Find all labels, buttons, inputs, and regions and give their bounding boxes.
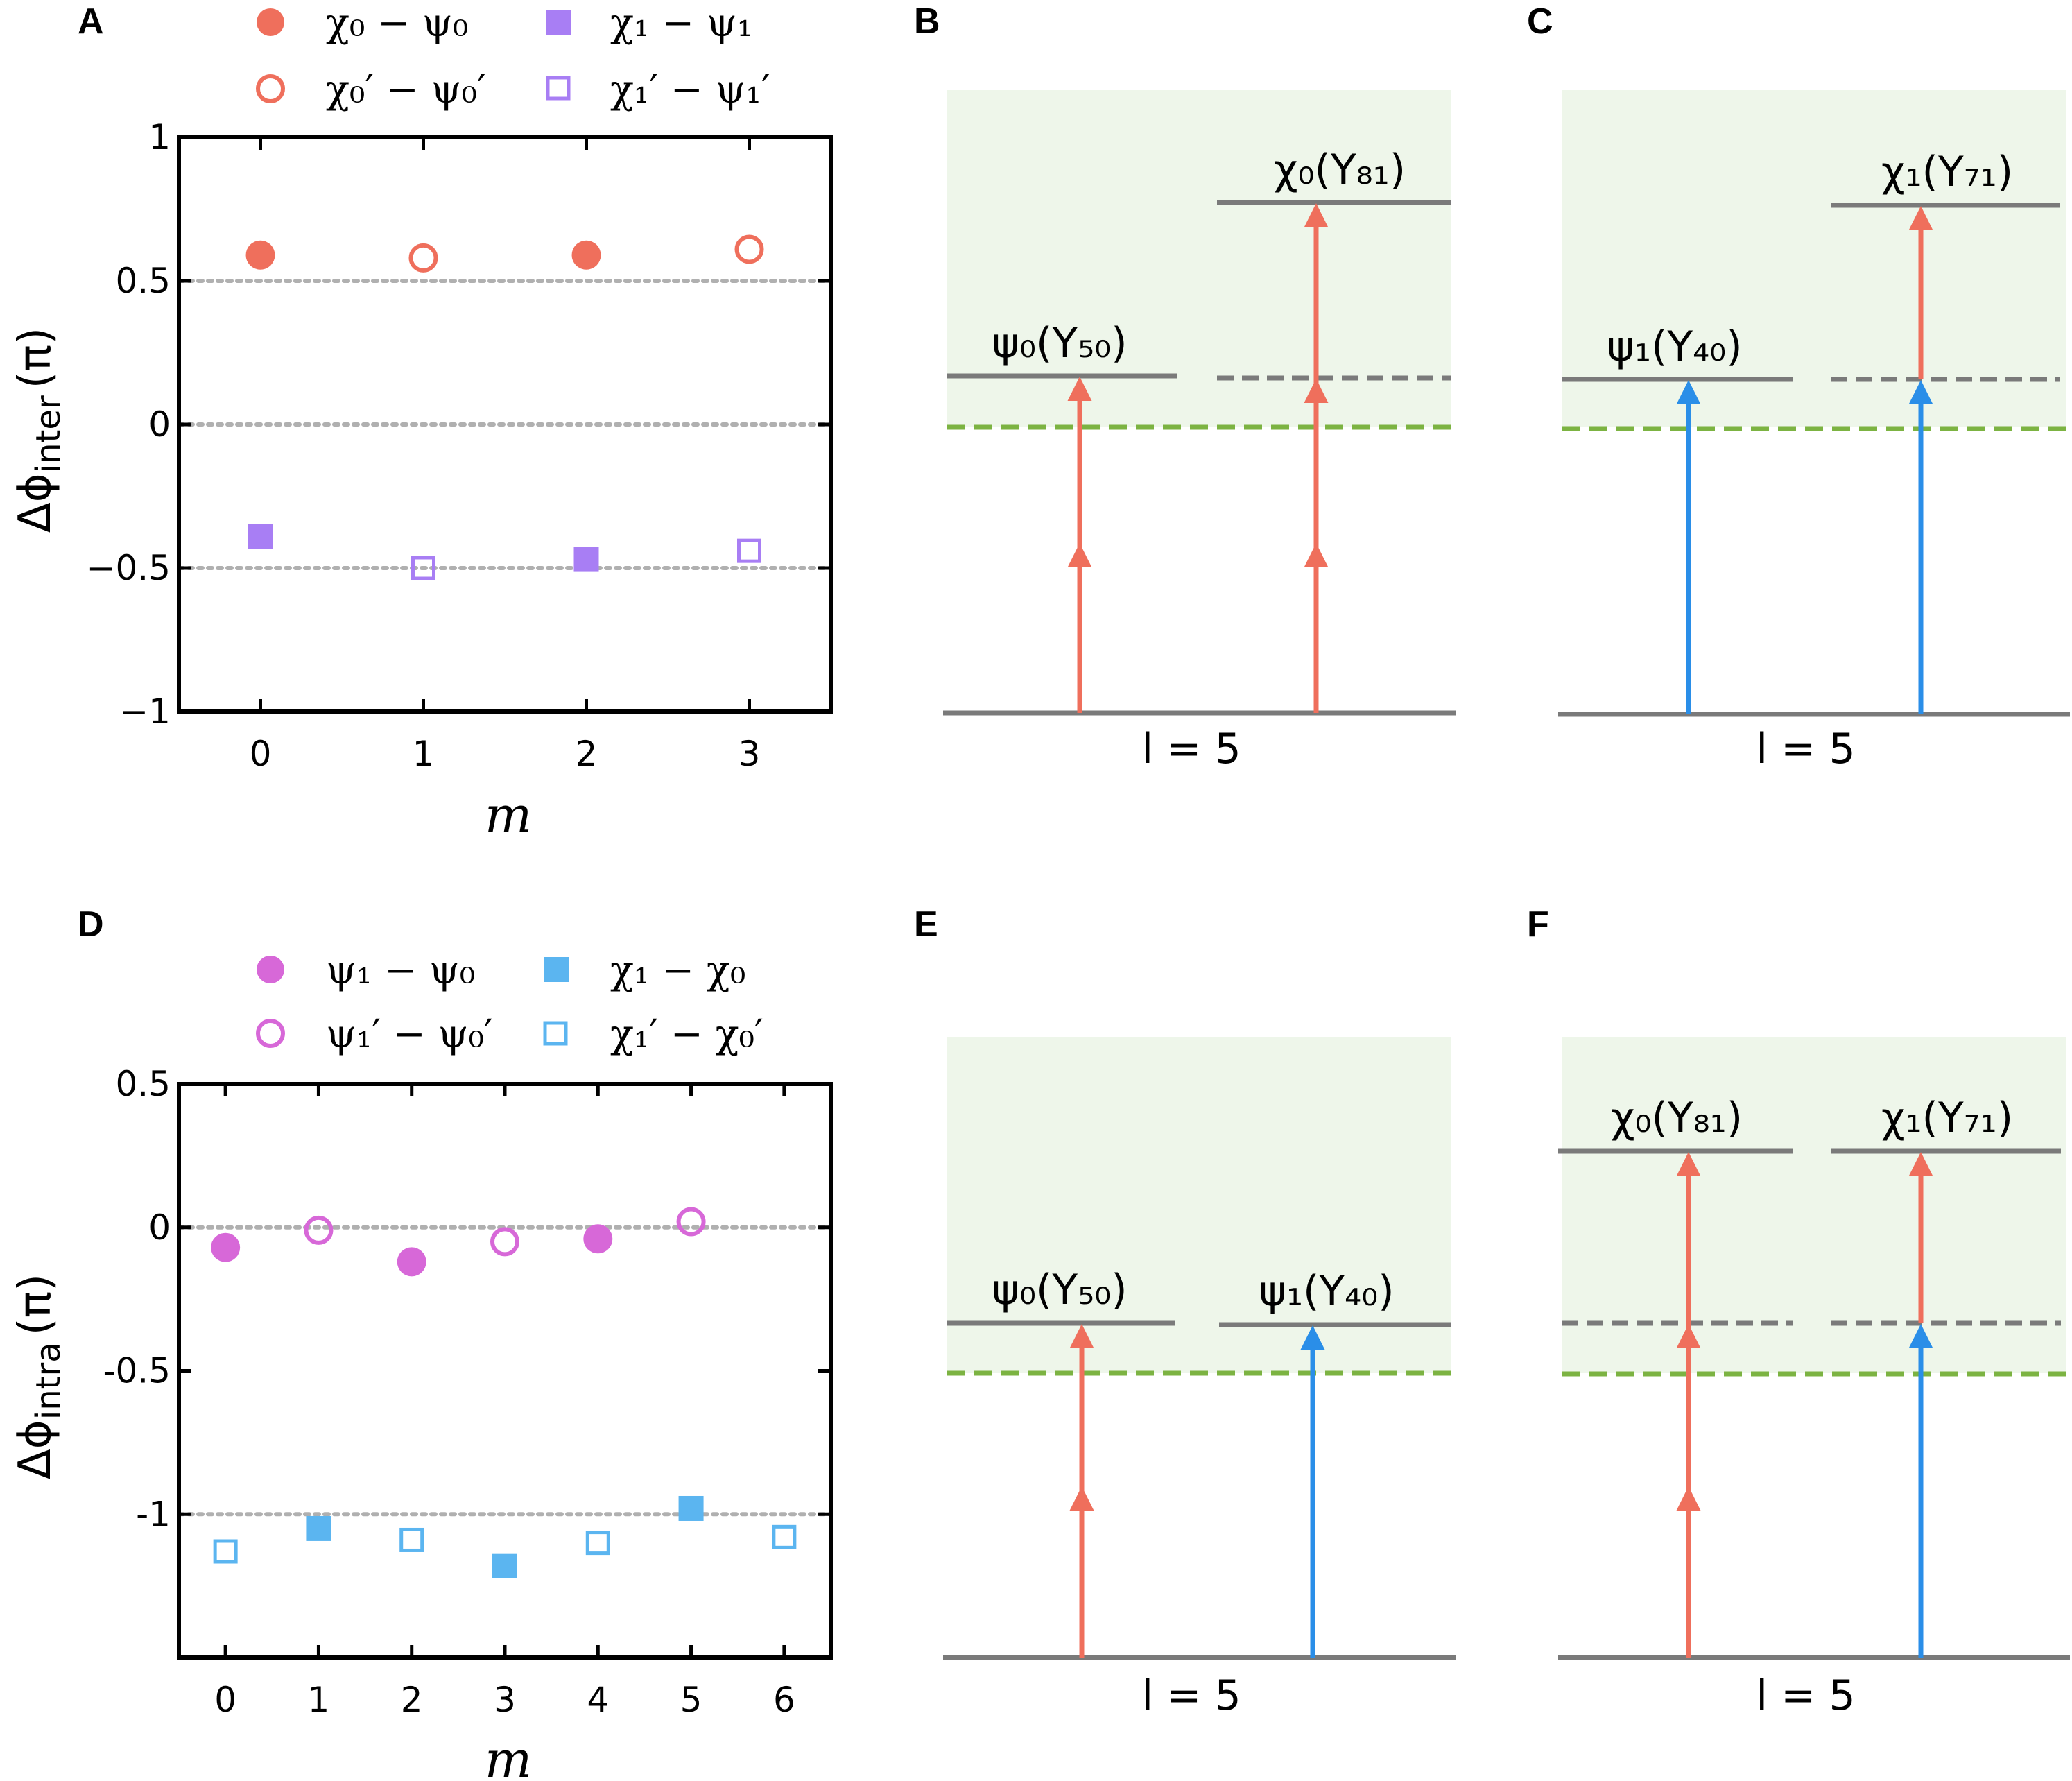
y-tick-label: -1 [136,1494,171,1534]
legend-marker-chi1p-psi1p [546,76,571,101]
x-tick-label: 5 [680,1680,702,1720]
data-point [411,556,435,580]
data-point [245,240,275,270]
panel-a: A χ₀ − ψ₀ χ₁ − ψ₁ χ₀′ − ψ₀′ χ₁′ − ψ₁′ 1 0… [10,1,833,844]
panel-label-e: E [914,904,938,945]
x-tick-label: 2 [576,734,598,774]
data-point [734,234,764,264]
legend-label-psi1p-psi0p: ψ₁′ − ψ₀′ [326,1012,493,1057]
legend-label-chi0p-psi0p: χ₀′ − ψ₀′ [326,67,486,112]
panel-label-a: A [78,1,104,42]
legend-label-chi1p-chi0p: χ₁′ − χ₀′ [610,1012,763,1057]
diagram-c: C ψ₁(Y₄₀) χ₁(Y₇₁) l = 5 [1527,1,2070,773]
legend-marker-psi1p-psi0p [256,1019,285,1048]
x-tick-label: 2 [401,1680,423,1720]
xlabel-a: m [485,786,532,844]
legend-label-psi1-psi0: ψ₁ − ψ₀ [326,948,475,993]
legend-label-chi1-chi0: χ₁ − χ₀ [610,948,745,993]
x-tick-label: 3 [494,1680,516,1720]
y-tick-label: -0.5 [103,1351,171,1391]
diagram-b: B ψ₀(Y₅₀) χ₀(Y₈₁) l = 5 [914,1,1456,773]
x-tick-label: 4 [587,1680,609,1720]
data-point [304,1215,334,1245]
legend-marker-chi1-chi0 [544,957,569,982]
data-point [585,1531,610,1556]
data-point [248,524,273,549]
data-point [306,1515,331,1541]
data-point [211,1232,241,1262]
ground-level-label: l = 5 [1756,725,1855,773]
continuum-region [947,1037,1451,1373]
panel-d: D ψ₁ − ψ₀ χ₁ − χ₀ ψ₁′ − ψ₀′ χ₁′ − χ₀′ 0.… [10,904,833,1781]
continuum-region [1562,90,2066,427]
x-tick-label: 1 [413,734,435,774]
data-point [676,1207,706,1237]
data-point [399,1527,424,1552]
legend-label-chi0-psi0: χ₀ − ψ₀ [326,1,468,46]
continuum-region [947,90,1451,427]
panel-label-b: B [914,1,940,42]
data-point [490,1227,519,1257]
diagram-e: E ψ₀(Y₅₀) ψ₁(Y₄₀) l = 5 [914,904,1456,1720]
y-tick-label: 0 [148,1207,171,1248]
data-point [772,1524,797,1549]
state-label-left: χ₀(Y₈₁) [1611,1094,1743,1142]
ground-level-label: l = 5 [1141,725,1241,773]
data-point [583,1224,613,1254]
legend-marker-psi1-psi0 [257,956,284,983]
data-point [571,240,601,270]
legend-marker-chi1-psi1 [546,10,571,35]
x-tick-label: 6 [773,1680,795,1720]
data-point [408,243,438,273]
data-point [573,547,599,572]
state-label-left: ψ₁(Y₄₀) [1607,322,1742,371]
state-label-right: χ₀(Y₈₁) [1274,146,1406,194]
y-tick-label: −1 [119,691,171,732]
y-tick-label: 1 [148,117,171,157]
legend-marker-chi1p-chi0p [543,1021,568,1046]
data-point [397,1247,426,1277]
state-label-right: χ₁(Y₇₁) [1881,1094,2013,1142]
ylabel-d: Δϕintra(π) [10,1274,68,1479]
x-tick-label: 0 [214,1680,236,1720]
panel-label-c: C [1527,1,1553,42]
ground-level-label: l = 5 [1141,1671,1241,1720]
ground-level-label: l = 5 [1756,1671,1855,1720]
state-label-left: ψ₀(Y₅₀) [992,1266,1127,1314]
panel-label-f: F [1527,904,1549,945]
diagram-f: F χ₀(Y₈₁) χ₁(Y₇₁) l = 5 [1527,904,2070,1720]
legend-a: χ₀ − ψ₀ χ₁ − ψ₁ χ₀′ − ψ₀′ χ₁′ − ψ₁′ [256,1,770,112]
x-tick-label: 1 [308,1680,330,1720]
data-point [678,1495,704,1521]
legend-marker-chi0p-psi0p [256,74,285,103]
y-tick-label: 0.5 [115,1064,171,1104]
state-label-right: χ₁(Y₇₁) [1881,148,2013,196]
y-tick-label: 0 [148,404,171,445]
data-point [213,1539,238,1564]
data-point [737,538,761,563]
legend-marker-chi0-psi0 [257,8,284,36]
x-tick-label: 3 [739,734,761,774]
xlabel-d: m [485,1730,532,1781]
panel-label-d: D [78,904,104,945]
continuum-region [1562,1037,2066,1373]
plot-d: 0.5 0 -0.5 -1 0 1 2 3 4 5 6 [103,1064,833,1720]
legend-label-chi1-psi1: χ₁ − ψ₁ [610,1,752,46]
legend-label-chi1p-psi1p: χ₁′ − ψ₁′ [610,67,770,112]
data-point [492,1553,517,1578]
ylabel-a: Δϕinter(π) [10,327,68,533]
x-tick-label: 0 [250,734,272,774]
y-tick-label: 0.5 [115,261,171,301]
state-label-right: ψ₁(Y₄₀) [1259,1267,1394,1316]
state-label-left: ψ₀(Y₅₀) [992,319,1127,368]
legend-d: ψ₁ − ψ₀ χ₁ − χ₀ ψ₁′ − ψ₀′ χ₁′ − χ₀′ [256,948,763,1057]
plot-a: 1 0.5 0 −0.5 −1 0 1 2 3 [87,117,833,774]
y-tick-label: −0.5 [87,548,171,588]
